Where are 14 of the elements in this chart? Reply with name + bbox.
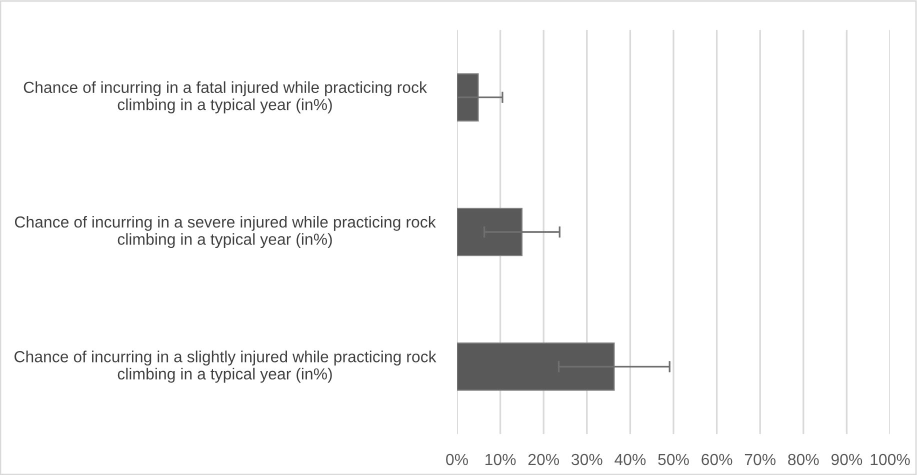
x-tick-label: 0% — [446, 454, 468, 466]
x-tick-label: 100% — [870, 454, 910, 466]
x-tick-label: 30% — [572, 454, 602, 466]
x-tick-label: 80% — [788, 454, 819, 466]
y-tick-label: Chance of incurring in a severe injured while practicing rock climbing in a typical year (in%) — [14, 216, 436, 248]
y-tick-label: Chance of incurring in a fatal injured while practicing rock climbing in a typical year (in%) — [24, 81, 428, 114]
x-tick-label: 10% — [486, 454, 516, 466]
x-tick-label: 50% — [658, 454, 689, 466]
x-tick-label: 70% — [744, 454, 776, 466]
x-tick-label: 90% — [831, 454, 862, 466]
x-tick-label: 20% — [528, 454, 560, 466]
x-tick-label: 60% — [702, 454, 732, 466]
x-tick-label: 40% — [614, 454, 646, 466]
y-tick-label: Chance of incurring in a slightly injured while practicing rock climbing in a typical year (in%) — [14, 350, 436, 383]
